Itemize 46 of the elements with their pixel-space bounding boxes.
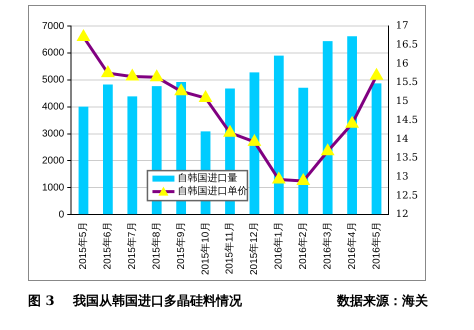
y-tick-label: 3000 [42,128,65,140]
source-note: 数据来源：海关 [337,292,428,310]
y2-tick-label: 14 [396,134,408,145]
legend-label: 自韩国进口量 [177,172,238,184]
y2-tick-label: 12 [396,209,408,220]
y-tick-label: 6000 [42,48,65,59]
bar [78,106,88,214]
x-tick-label: 2015年10月 [199,222,212,276]
y-tick-label: 2000 [42,155,65,166]
y2-tick-label: 14.5 [396,114,418,126]
y2-tick-label: 17 [396,20,408,32]
y2-tick-label: 15.5 [396,77,418,88]
bar [127,96,138,214]
y-tick-label: 4000 [42,102,65,113]
text: 图 3 [28,293,55,310]
y2-tick-label: 13 [396,172,408,182]
y-tick-label: 5000 [42,74,65,86]
bar [250,72,260,214]
y-tick-label: 1000 [42,182,65,194]
x-tick-label: 2016年1月 [272,222,285,270]
x-tick-label: 2016年3月 [321,222,334,270]
y2-tick-label: 16 [396,58,408,70]
x-tick-label: 2015年9月 [174,222,187,270]
y2-tick-label: 12.5 [396,190,418,202]
bar [347,36,357,214]
x-tick-label: 2015年5月 [77,222,90,270]
y2-tick-label: 13.5 [396,152,418,164]
x-tick-label: 2015年12月 [248,222,260,276]
y2-tick-label: 15 [396,96,408,108]
bar [274,56,284,214]
y-tick-label: 7000 [42,20,65,32]
bar [372,83,382,214]
x-tick-label: 2016年2月 [297,222,310,270]
y2-tick-label: 16.5 [396,39,418,50]
x-tick-label: 2016年5月 [370,222,382,270]
bar [322,41,333,214]
x-tick-label: 2015年11月 [224,222,236,274]
bar [102,84,113,214]
x-tick-label: 2016年4月 [346,222,358,270]
legend-label: 自韩国进口单价 [177,185,248,198]
x-tick-label: 2015年6月 [102,222,114,270]
x-tick-label: 2015年8月 [150,222,162,270]
y-tick-label: 0 [58,209,65,220]
x-tick-label: 2015年7月 [126,222,138,270]
text: 我国从韩国进口多晶硅料情况 [73,293,242,310]
bar [298,88,308,214]
